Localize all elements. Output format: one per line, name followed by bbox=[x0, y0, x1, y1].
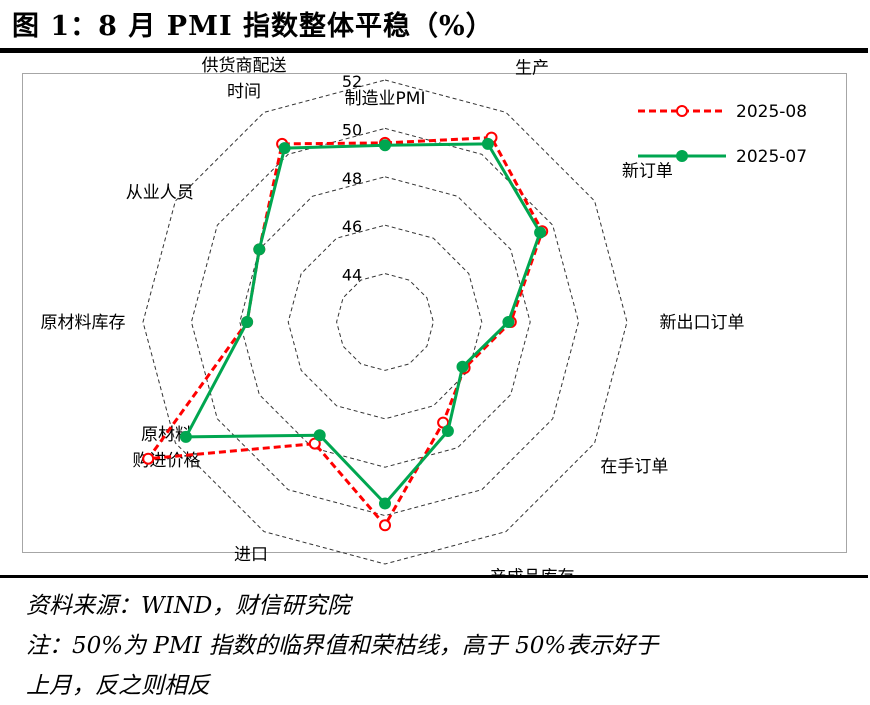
axis-label-9: 原材料库存 bbox=[41, 313, 126, 333]
axis-label-2: 新订单 bbox=[622, 162, 673, 182]
data-point bbox=[481, 137, 494, 150]
legend-label: 2025-08 bbox=[736, 102, 807, 122]
axis-label-line: 进口 bbox=[234, 545, 268, 565]
axis-label-3: 新出口订单 bbox=[660, 313, 745, 333]
axis-label-line: 从业人员 bbox=[126, 183, 194, 203]
axis-label-0: 制造业PMI bbox=[345, 89, 426, 109]
data-point bbox=[502, 316, 515, 328]
grid-ring-50 bbox=[190, 127, 580, 517]
grid-ring-46 bbox=[287, 224, 483, 420]
data-point bbox=[241, 316, 254, 328]
axis-label-line: 新订单 bbox=[622, 162, 673, 182]
legend-item-2025-08: 2025-08 bbox=[638, 102, 807, 122]
legend-marker bbox=[676, 150, 688, 162]
data-point bbox=[441, 425, 454, 437]
footnote-line-1: 注：50%为 PMI 指数的临界值和荣枯线，高于 50%表示好于 bbox=[26, 633, 659, 659]
chart-panel bbox=[22, 73, 847, 553]
series-lines bbox=[142, 131, 549, 532]
radar-grid bbox=[142, 79, 628, 565]
data-point bbox=[313, 429, 326, 442]
legend-marker bbox=[676, 105, 688, 117]
series-line bbox=[184, 142, 542, 505]
axis-label-5: 产成品库存 bbox=[490, 568, 575, 575]
axis-label-1: 生产 bbox=[515, 58, 549, 78]
axis-labels: 制造业PMI生产新订单新出口订单在手订单产成品库存采购量进口原材料购进价格原材料… bbox=[41, 56, 745, 575]
data-point bbox=[179, 430, 192, 443]
data-point bbox=[253, 243, 266, 256]
data-point bbox=[456, 360, 469, 373]
tick-label-48: 48 bbox=[342, 169, 362, 188]
top-rule bbox=[0, 48, 868, 53]
data-point bbox=[379, 497, 391, 510]
figure-title: 图 1：8 月 PMI 指数整体平稳（%） bbox=[12, 11, 494, 42]
axis-label-line: 供货商配送 bbox=[202, 56, 287, 76]
axis-label-line: 生产 bbox=[515, 58, 549, 78]
source-note: 资料来源：WIND，财信研究院 bbox=[26, 593, 351, 619]
axis-label-line: 产成品库存 bbox=[490, 568, 575, 575]
axis-label-4: 在手订单 bbox=[600, 457, 668, 477]
tick-label-44: 44 bbox=[342, 266, 362, 285]
radial-tick-labels: 44 46 48 50 52 bbox=[342, 72, 362, 285]
axis-label-7: 进口 bbox=[234, 545, 268, 565]
footnote-line-2: 上月，反之则相反 bbox=[26, 673, 210, 699]
legend-label: 2025-07 bbox=[736, 147, 807, 167]
tick-label-50: 50 bbox=[342, 120, 362, 139]
series-line bbox=[146, 136, 544, 527]
data-point bbox=[534, 226, 547, 239]
grid-ring-52 bbox=[142, 79, 628, 565]
data-point bbox=[379, 519, 391, 532]
axis-label-line: 新出口订单 bbox=[660, 313, 745, 333]
axis-label-line: 原材料库存 bbox=[41, 313, 126, 333]
grid-ring-48 bbox=[239, 176, 531, 468]
series-2025-07 bbox=[179, 137, 547, 510]
grid-ring-44 bbox=[336, 273, 434, 371]
axis-label-line: 原材料 bbox=[141, 425, 192, 445]
axis-label-line: 时间 bbox=[227, 82, 261, 102]
bottom-rule bbox=[0, 575, 868, 578]
data-point bbox=[278, 142, 291, 155]
tick-label-46: 46 bbox=[342, 217, 362, 236]
tick-label-52: 52 bbox=[342, 72, 362, 91]
axis-label-line: 在手订单 bbox=[600, 457, 668, 477]
series-2025-08 bbox=[142, 131, 549, 532]
legend: 2025-08 2025-07 bbox=[638, 102, 807, 167]
data-point bbox=[379, 139, 391, 152]
axis-label-10: 从业人员 bbox=[126, 183, 194, 203]
axis-label-line: 制造业PMI bbox=[345, 89, 426, 109]
data-point bbox=[142, 452, 155, 465]
legend-item-2025-07: 2025-07 bbox=[638, 147, 807, 167]
